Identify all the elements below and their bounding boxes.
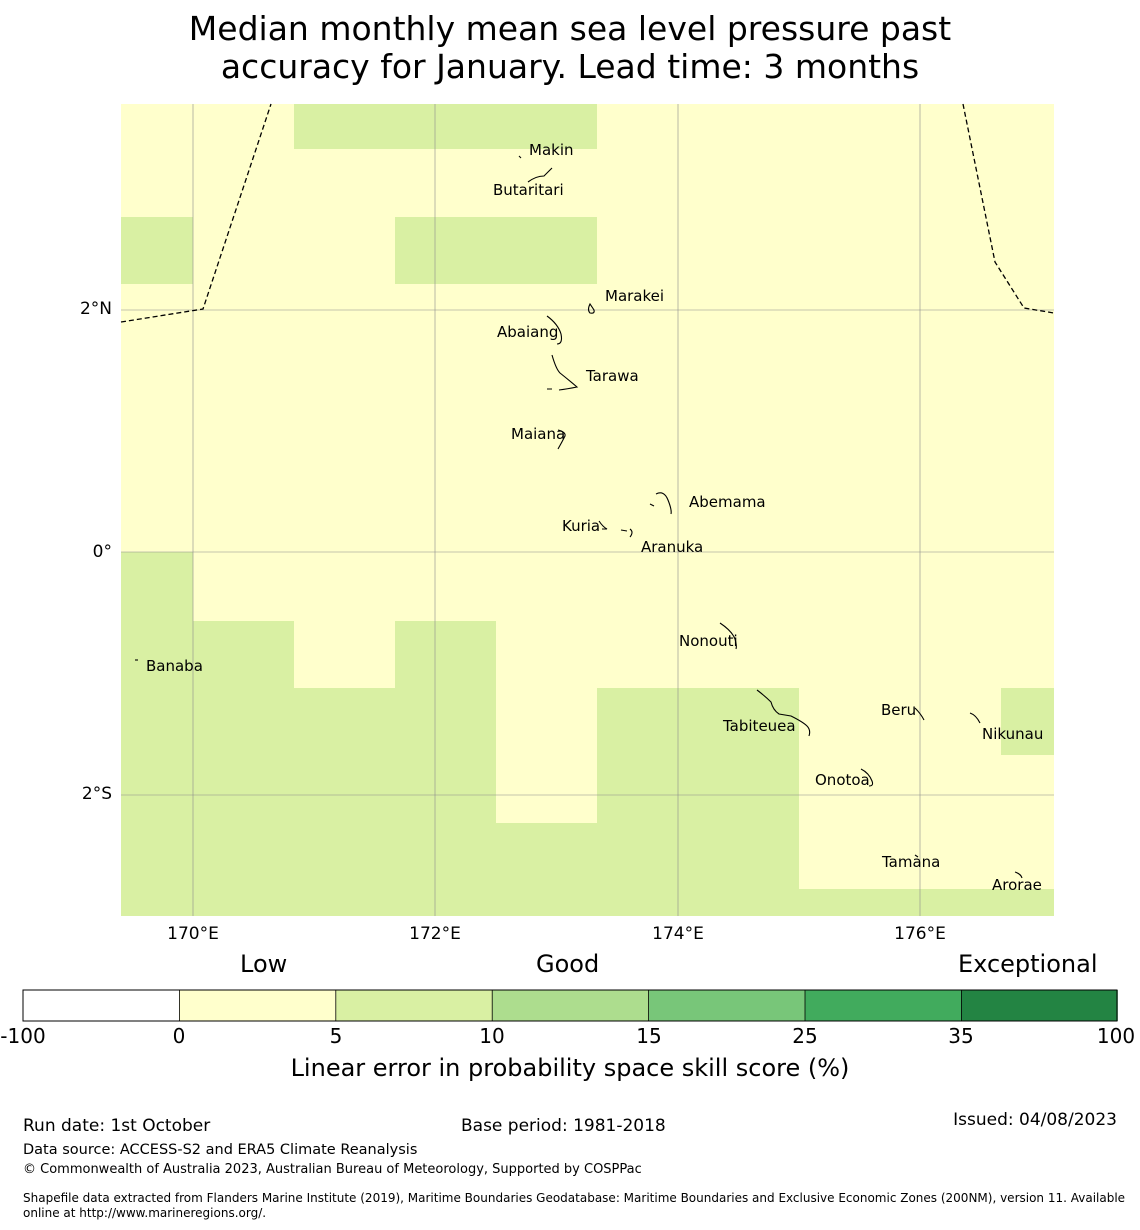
colorbar-segment bbox=[335, 990, 493, 1021]
place-label-abaiang: Abaiang bbox=[497, 323, 559, 341]
lon-label-176e: 176°E bbox=[894, 924, 946, 944]
eez-boundary-east bbox=[962, 103, 1055, 314]
skill-cell bbox=[121, 552, 193, 916]
skill-cell bbox=[1001, 688, 1054, 755]
lon-label-170e: 170°E bbox=[167, 924, 219, 944]
island-beru bbox=[914, 707, 925, 721]
place-label-nonouti: Nonouti bbox=[679, 632, 738, 650]
place-label-marakei: Marakei bbox=[605, 287, 665, 305]
island-nikunau bbox=[969, 712, 981, 724]
skill-cell bbox=[496, 823, 597, 916]
island-marakei bbox=[587, 302, 595, 314]
island-nonouti bbox=[719, 622, 737, 650]
gridlines bbox=[121, 104, 1054, 916]
colorbar-tick: -100 bbox=[0, 1024, 46, 1048]
skill-cell bbox=[597, 688, 799, 916]
skill-cell bbox=[294, 104, 597, 149]
colorbar-tick: 35 bbox=[948, 1024, 974, 1048]
chart-title: Median monthly mean sea level pressure p… bbox=[0, 10, 1140, 86]
colorbar-caption: Linear error in probability space skill … bbox=[290, 1054, 850, 1082]
island-aranuka bbox=[620, 528, 633, 538]
colorbar-category-exceptional: Exceptional bbox=[958, 950, 1098, 978]
colorbar-frame bbox=[22, 989, 1118, 1022]
island-tabiteuea bbox=[756, 689, 811, 737]
shapefile-credit-line-2: online at http://www.marineregions.org/. bbox=[23, 1206, 267, 1220]
place-label-butaritari: Butaritari bbox=[493, 181, 564, 199]
skill-cell bbox=[799, 889, 1054, 916]
place-label-abemama: Abemama bbox=[689, 493, 766, 511]
place-label-makin: Makin bbox=[529, 141, 574, 159]
island-abemama bbox=[649, 492, 672, 515]
colorbar-tick: 0 bbox=[172, 1024, 186, 1048]
lon-label-172e: 172°E bbox=[409, 924, 461, 944]
colorbar-category-low: Low bbox=[240, 950, 288, 978]
place-label-aranuka: Aranuka bbox=[641, 538, 704, 556]
colorbar-tick: 10 bbox=[479, 1024, 505, 1048]
lat-label-2n: 2°N bbox=[79, 299, 112, 319]
place-label-arorae: Arorae bbox=[992, 876, 1042, 894]
skill-cell bbox=[395, 217, 597, 284]
skill-cells-good bbox=[121, 104, 1054, 916]
colorbar-segment bbox=[805, 990, 962, 1021]
place-label-tarawa: Tarawa bbox=[586, 367, 639, 385]
issued-date: Issued: 04/08/2023 bbox=[953, 1110, 1117, 1130]
island-onotoa bbox=[860, 768, 874, 787]
island-outlines bbox=[135, 155, 1023, 879]
colorbar-tick: 5 bbox=[329, 1024, 343, 1048]
lon-label-174e: 174°E bbox=[652, 924, 704, 944]
place-label-tabiteuea: Tabiteuea bbox=[723, 717, 796, 735]
place-label-maiana: Maiana bbox=[511, 425, 566, 443]
place-label-beru: Beru bbox=[881, 701, 917, 719]
island-arorae bbox=[1014, 871, 1023, 879]
colorbar-segment bbox=[492, 990, 649, 1021]
island-tamana bbox=[914, 854, 919, 858]
skill-cell bbox=[193, 621, 294, 916]
place-label-banaba: Banaba bbox=[146, 657, 203, 675]
colorbar-tick: 15 bbox=[636, 1024, 662, 1048]
data-source: Data source: ACCESS-S2 and ERA5 Climate … bbox=[23, 1142, 418, 1158]
colorbar-segment bbox=[179, 990, 336, 1021]
colorbar-segment bbox=[648, 990, 805, 1021]
title-line-1: Median monthly mean sea level pressure p… bbox=[188, 9, 952, 48]
island-kuria bbox=[598, 520, 608, 530]
island-tarawa bbox=[547, 354, 579, 391]
lat-label-2s: 2°S bbox=[81, 784, 112, 804]
island-butaritari bbox=[527, 167, 553, 183]
skill-cell bbox=[395, 621, 496, 916]
place-label-kuria: Kuria bbox=[562, 517, 601, 535]
eez-boundary-west bbox=[120, 103, 272, 323]
place-label-onotoa: Onotoa bbox=[815, 771, 870, 789]
colorbar bbox=[22, 989, 1118, 1022]
eez-boundaries bbox=[120, 103, 1055, 323]
copyright: © Commonwealth of Australia 2023, Austra… bbox=[23, 1162, 642, 1177]
run-date: Run date: 1st October bbox=[23, 1116, 211, 1136]
place-label-tamana: Tamana bbox=[882, 853, 941, 871]
colorbar-segment bbox=[23, 990, 180, 1021]
island-abaiang bbox=[546, 315, 563, 345]
island-maiana bbox=[557, 429, 566, 450]
shapefile-credit-line-1: Shapefile data extracted from Flanders M… bbox=[23, 1191, 1126, 1205]
colorbar-tick: 100 bbox=[1096, 1024, 1136, 1048]
title-line-2: accuracy for January. Lead time: 3 month… bbox=[220, 47, 920, 86]
island-makin bbox=[518, 155, 522, 159]
lat-label-0: 0° bbox=[92, 542, 112, 562]
colorbar-segment bbox=[961, 990, 1118, 1021]
colorbar-tick: 25 bbox=[792, 1024, 818, 1048]
place-label-nikunau: Nikunau bbox=[982, 725, 1044, 743]
base-period: Base period: 1981-2018 bbox=[461, 1116, 666, 1136]
colorbar-category-good: Good bbox=[536, 950, 600, 978]
skill-cell bbox=[294, 688, 395, 916]
skill-cell bbox=[121, 217, 193, 284]
